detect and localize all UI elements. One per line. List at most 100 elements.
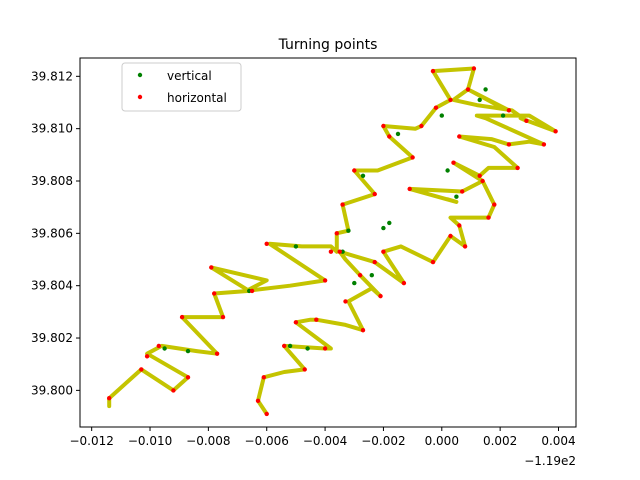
horizontal-point [107,396,112,401]
horizontal-point [506,142,512,147]
horizontal-point [457,223,462,228]
horizontal-point [328,249,334,254]
horizontal-point [372,259,377,265]
y-tick-label: 39.808 [31,174,73,188]
x-axis: −0.012 −0.010 −0.008 −0.006 −0.004 −0.002 0.00… [69,427,576,448]
track-line-1 [107,66,558,409]
horizontal-point [343,299,348,304]
y-axis: 39.800 39.802 39.804 39.806 39.808 39.810 39.8… [31,69,80,397]
vertical-point [185,348,191,354]
x-tick-label: 0.004 [541,434,575,448]
vertical-point [395,131,401,137]
horizontal-point [401,280,407,286]
horizontal-point [139,367,144,372]
horizontal-point [410,155,415,160]
vertical-markers [162,87,506,354]
horizontal-point [282,343,287,349]
horizontal-point [360,328,366,333]
vertical-point [381,225,386,231]
axes-frame [79,57,577,428]
vertical-point [387,220,392,226]
horizontal-point [477,173,482,178]
horizontal-point [352,168,357,173]
y-tick-label: 39.800 [31,383,73,397]
vertical-point [287,343,293,349]
vertical-point [477,97,482,103]
horizontal-point [179,314,185,320]
horizontal-point [381,249,386,254]
horizontal-point [144,354,150,359]
horizontal-point [471,66,477,71]
vertical-point [346,228,351,233]
vertical-point [293,244,299,249]
x-tick-label: −0.006 [245,434,289,448]
horizontal-point [209,265,214,270]
horizontal-point [486,215,491,220]
horizontal-point [249,288,255,294]
vertical-point [352,280,357,286]
horizontal-point [372,191,377,197]
vertical-point [369,273,374,278]
legend: vertical horizontal [121,62,242,112]
chart-title: Turning points [278,37,378,53]
horizontal-point [357,273,363,278]
horizontal-point [220,314,226,320]
x-tick-label: −0.010 [128,434,172,448]
x-tick-label: −0.004 [303,434,347,448]
horizontal-point [419,123,424,129]
legend-vertical-label: vertical [167,69,212,83]
horizontal-point [171,388,176,393]
y-tick-label: 39.806 [31,226,73,240]
plot-area [107,66,558,417]
x-tick-label: 0.000 [425,434,459,448]
horizontal-point [214,351,220,356]
horizontal-point [322,278,328,283]
x-tick-label: −0.012 [69,434,113,448]
horizontal-point [322,346,328,351]
horizontal-point [462,244,468,249]
vertical-point [500,113,506,118]
horizontal-point [515,165,520,171]
horizontal-point [451,160,456,165]
horizontal-point [433,105,439,110]
x-tick-label: 0.002 [483,434,517,448]
horizontal-point [553,129,558,134]
horizontal-point [293,320,299,325]
horizontal-point [480,178,485,184]
horizontal-point [212,291,217,296]
vertical-point [483,87,488,92]
horizontal-point [457,134,462,139]
legend-horizontal-label: horizontal [167,91,227,105]
horizontal-point [430,68,436,74]
horizontal-point [264,241,269,246]
horizontal-point [255,398,261,403]
horizontal-markers [107,66,558,417]
horizontal-point [314,317,319,322]
horizontal-point [460,189,465,194]
horizontal-point [387,134,392,139]
y-tick-label: 39.812 [31,69,73,83]
horizontal-point [430,259,436,265]
horizontal-point [334,231,339,236]
horizontal-point [337,249,342,254]
horizontal-point [448,97,453,103]
horizontal-point [506,108,512,113]
legend-horizontal-marker [137,94,143,100]
horizontal-point [185,375,191,380]
vertical-point [305,346,310,351]
horizontal-point [541,142,547,147]
horizontal-point [448,233,453,239]
horizontal-point [378,293,383,299]
horizontal-point [302,367,307,372]
x-tick-label: −0.008 [186,434,230,448]
horizontal-point [261,375,266,380]
horizontal-point [524,118,529,124]
vertical-point [360,173,366,178]
legend-vertical-marker [137,72,143,78]
vertical-point [162,346,167,351]
y-tick-label: 39.804 [31,279,73,293]
horizontal-point [492,202,497,207]
y-tick-label: 39.802 [31,331,73,345]
